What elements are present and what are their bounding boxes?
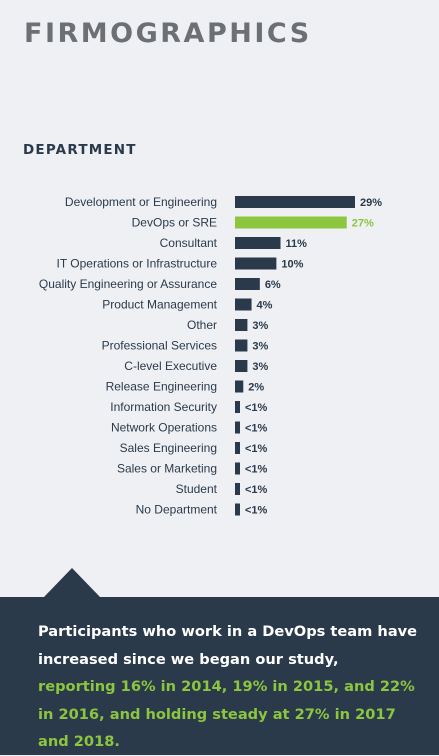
- bar: [235, 298, 252, 311]
- callout-panel: Participants who work in a DevOps team h…: [0, 568, 439, 755]
- value-label: <1%: [245, 402, 268, 414]
- bar: [235, 442, 240, 454]
- category-label: Sales Engineering: [120, 441, 217, 455]
- category-label: Sales or Marketing: [117, 462, 217, 476]
- bar: [235, 237, 281, 249]
- category-label: Professional Services: [102, 339, 217, 353]
- value-label: <1%: [245, 464, 268, 476]
- value-label: <1%: [245, 505, 268, 517]
- value-label: 11%: [286, 238, 308, 250]
- value-label: <1%: [245, 423, 268, 435]
- bar: [235, 380, 244, 393]
- value-label: 29%: [360, 197, 382, 209]
- bar: [235, 257, 277, 270]
- value-label: 3%: [252, 361, 268, 373]
- category-label: Network Operations: [111, 421, 217, 435]
- value-label: <1%: [245, 443, 268, 455]
- value-label: 3%: [252, 341, 268, 353]
- callout-text-plain: Participants who work in a DevOps team h…: [38, 623, 418, 668]
- bar: [235, 216, 347, 229]
- bar: [235, 483, 240, 495]
- value-label: 2%: [248, 382, 264, 394]
- category-label: DevOps or SRE: [132, 216, 217, 230]
- department-bar-chart: Development or Engineering 29% DevOps or S…: [39, 195, 382, 517]
- category-label: Consultant: [160, 236, 218, 250]
- category-label: Release Engineering: [106, 380, 217, 394]
- category-label: Development or Engineering: [65, 195, 217, 209]
- category-label: IT Operations or Infrastructure: [56, 257, 217, 271]
- callout-text-highlight: reporting 16% in 2014, 19% in 2015, and …: [38, 678, 415, 750]
- bar: [235, 196, 355, 208]
- bar: [235, 319, 248, 331]
- category-label: Student: [176, 482, 218, 496]
- category-label: Information Security: [110, 400, 217, 414]
- page-title: FIRMOGRAPHICS: [24, 18, 312, 49]
- bar: [235, 462, 240, 475]
- bar: [235, 421, 240, 434]
- bar: [235, 339, 248, 352]
- category-label: C-level Executive: [124, 359, 217, 373]
- bar: [235, 503, 240, 516]
- category-label: Quality Engineering or Assurance: [39, 277, 217, 291]
- value-label: 10%: [281, 259, 303, 271]
- callout-text: Participants who work in a DevOps team h…: [38, 618, 418, 756]
- category-label: No Department: [136, 503, 218, 517]
- bar: [235, 360, 248, 372]
- value-label: 4%: [257, 300, 273, 312]
- bar: [235, 401, 240, 413]
- category-label: Product Management: [102, 298, 217, 312]
- value-label: 6%: [265, 279, 281, 291]
- section-title-department: DEPARTMENT: [23, 142, 137, 158]
- callout-background: [0, 568, 439, 755]
- category-label: Other: [187, 318, 217, 332]
- value-label: 3%: [252, 320, 268, 332]
- bar: [235, 278, 260, 290]
- value-label: 27%: [352, 218, 374, 230]
- value-label: <1%: [245, 484, 268, 496]
